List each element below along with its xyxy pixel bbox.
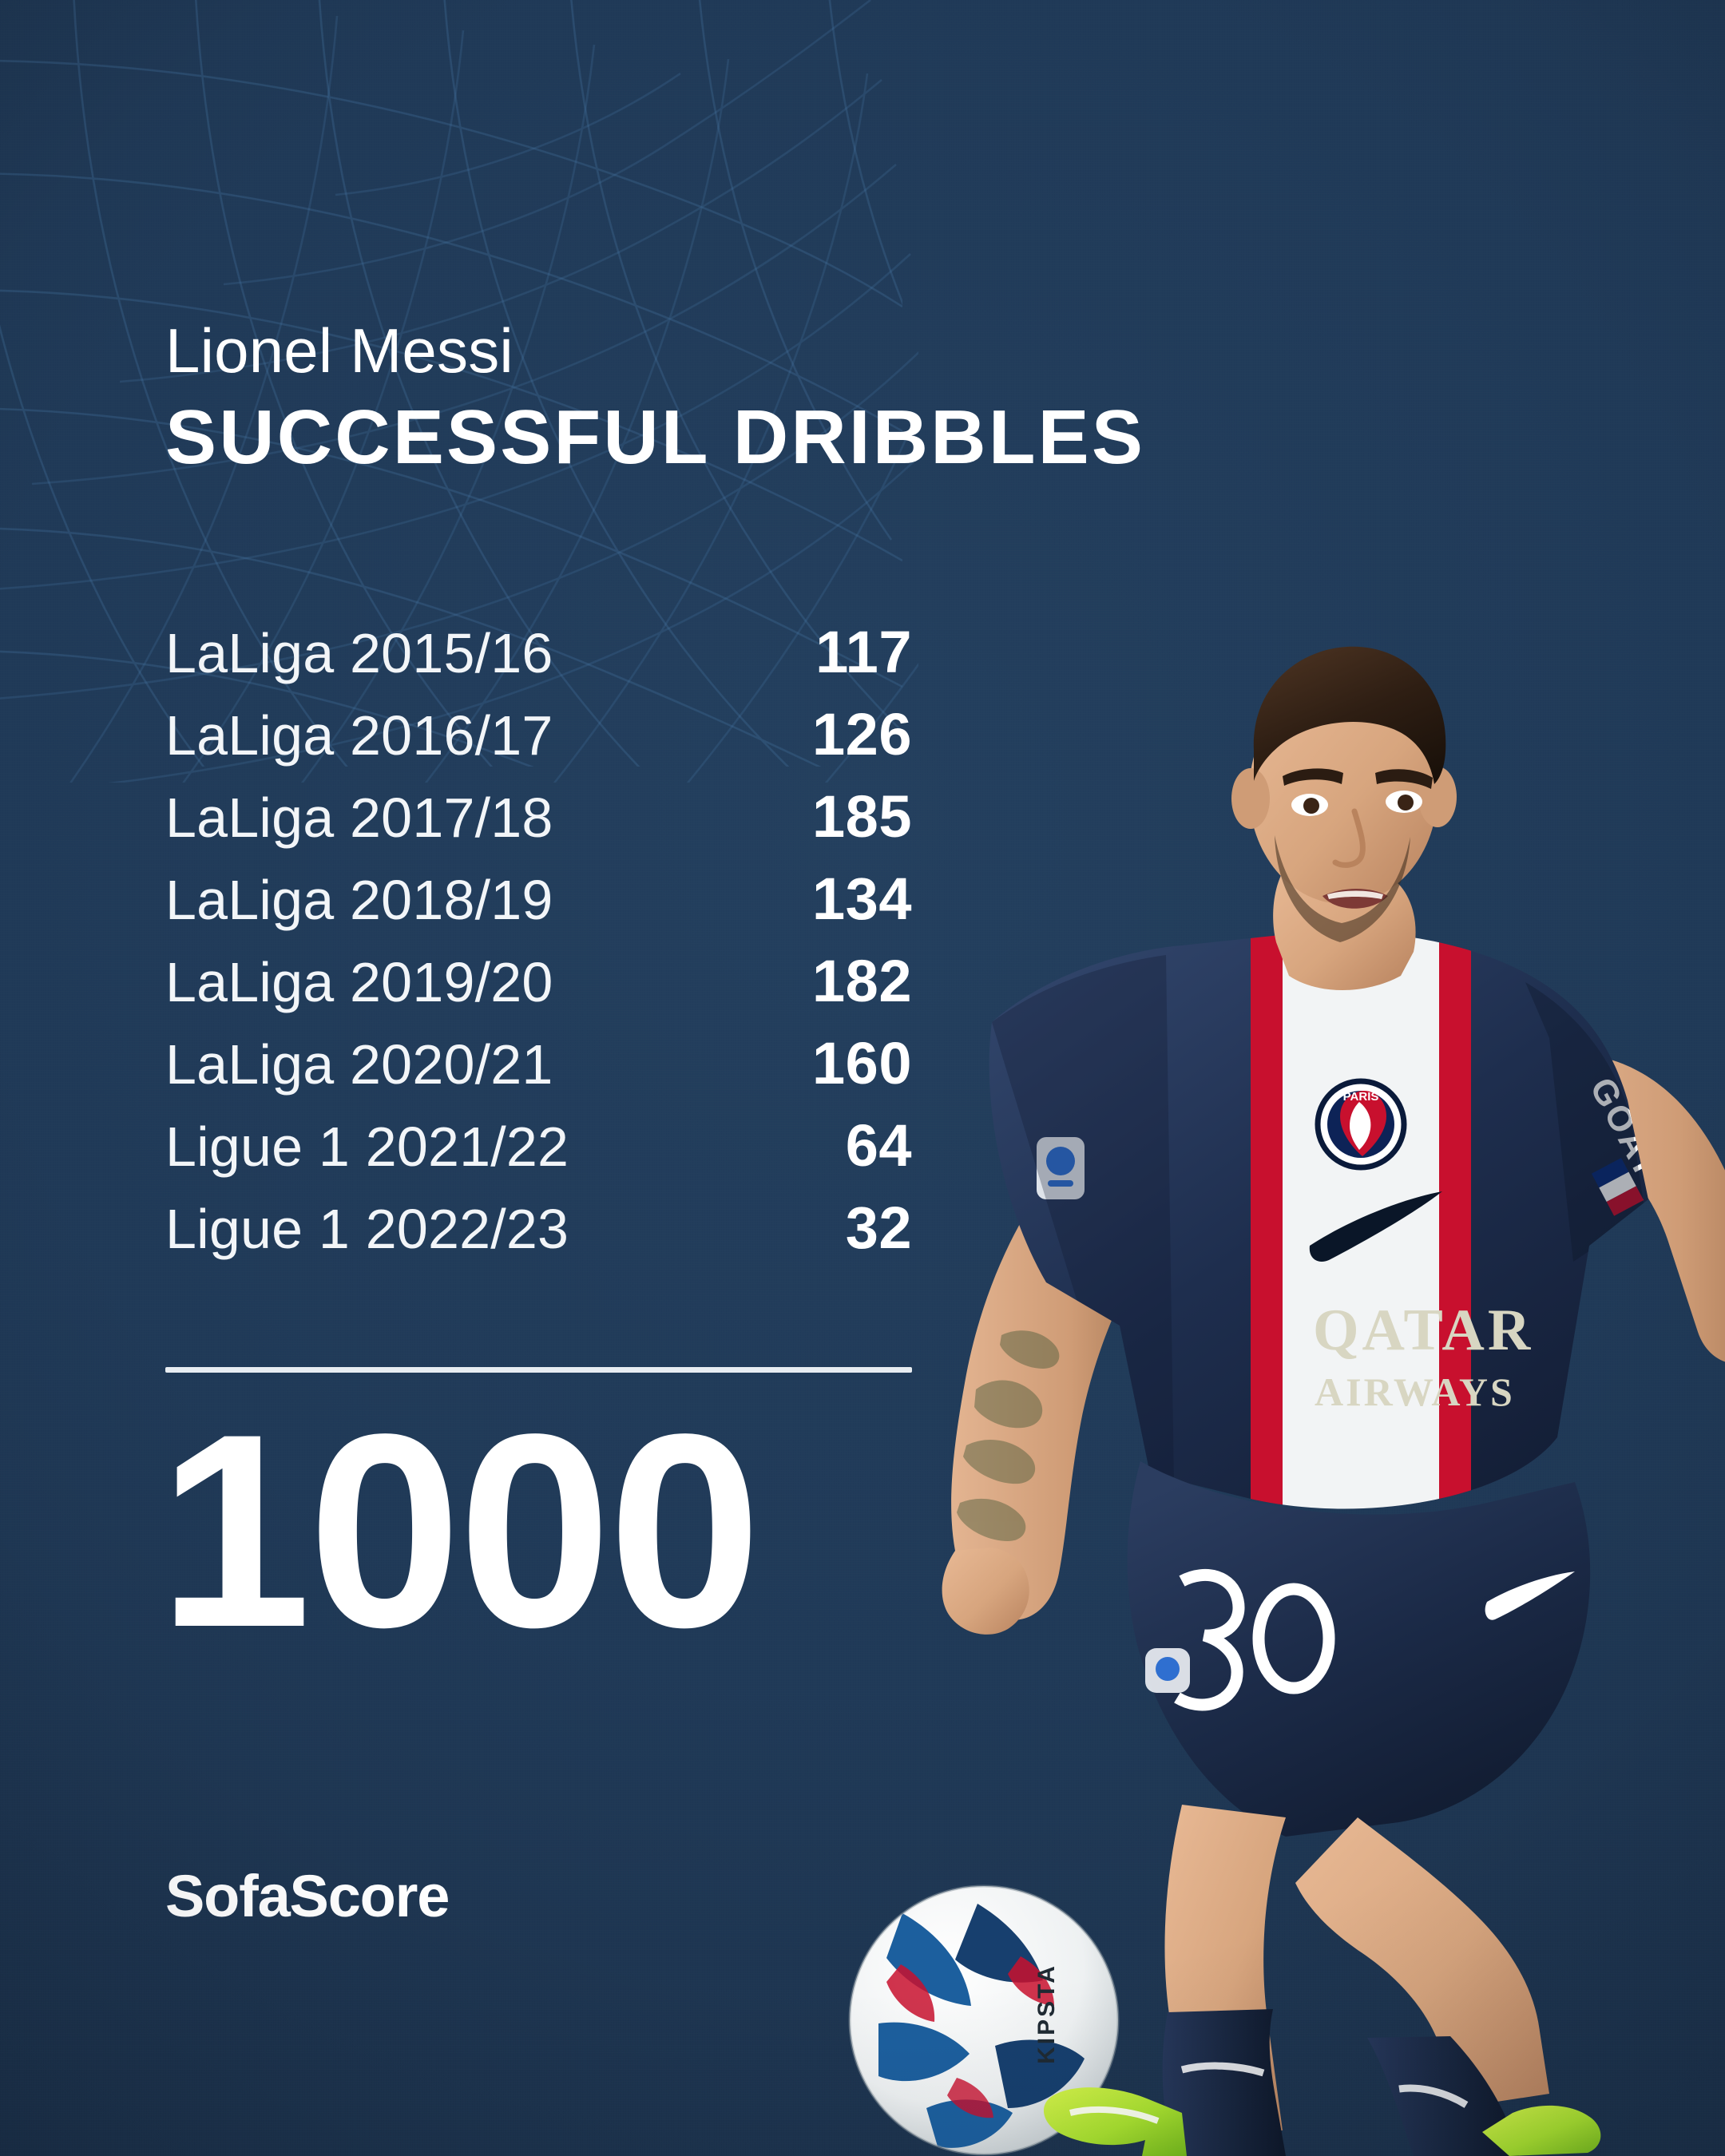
row-value: 64	[845, 1112, 912, 1179]
table-row: Ligue 1 2021/22 64	[165, 1116, 912, 1199]
table-row: LaLiga 2020/21 160	[165, 1034, 912, 1116]
table-row: LaLiga 2016/17 126	[165, 705, 912, 787]
table-row: LaLiga 2019/20 182	[165, 952, 912, 1034]
row-label: LaLiga 2019/20	[165, 951, 553, 1013]
total-value: 1000	[158, 1377, 761, 1685]
row-label: LaLiga 2020/21	[165, 1033, 553, 1096]
row-value: 185	[812, 783, 912, 850]
row-label: LaLiga 2017/18	[165, 787, 553, 849]
row-value: 182	[812, 948, 912, 1014]
page-title: SUCCESSFUL DRIBBLES	[165, 394, 1146, 480]
row-label: Ligue 1 2021/22	[165, 1116, 569, 1178]
table-row: Ligue 1 2022/23 32	[165, 1199, 912, 1281]
sofascore-logo: SofaScore	[165, 1863, 450, 1929]
row-label: LaLiga 2018/19	[165, 869, 553, 931]
row-label: LaLiga 2016/17	[165, 704, 553, 767]
row-value: 117	[815, 619, 912, 685]
total-divider	[165, 1367, 912, 1373]
row-label: LaLiga 2015/16	[165, 622, 553, 684]
player-name: Lionel Messi	[165, 315, 514, 386]
row-value: 134	[812, 866, 912, 932]
table-row: LaLiga 2017/18 185	[165, 787, 912, 870]
table-row: LaLiga 2018/19 134	[165, 870, 912, 952]
table-row: LaLiga 2015/16 117	[165, 623, 912, 705]
row-value: 160	[812, 1030, 912, 1096]
row-value: 32	[845, 1195, 912, 1261]
row-label: Ligue 1 2022/23	[165, 1198, 569, 1260]
stats-list: LaLiga 2015/16 117 LaLiga 2016/17 126 La…	[165, 623, 912, 1281]
row-value: 126	[812, 701, 912, 767]
